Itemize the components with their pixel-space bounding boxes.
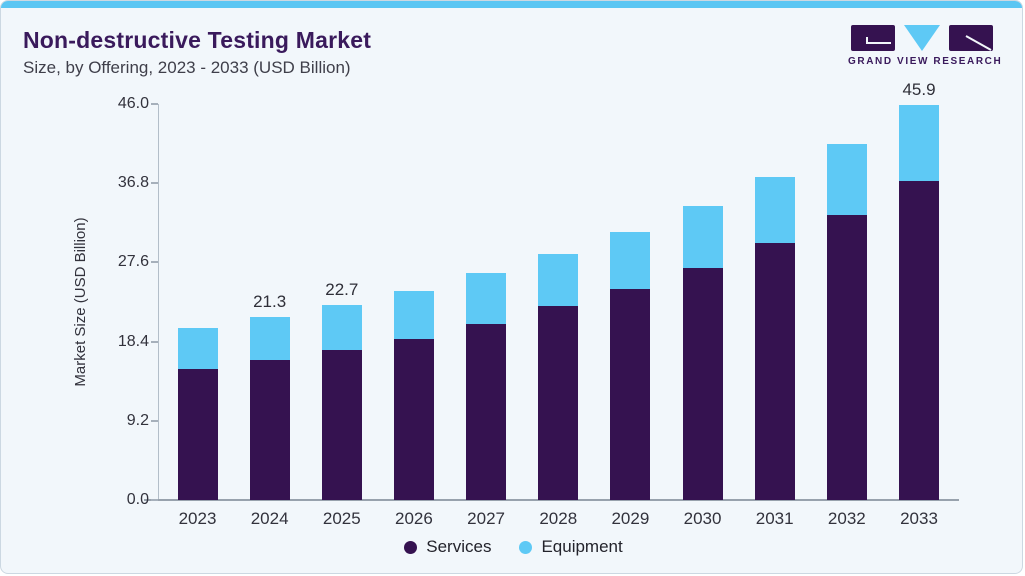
- gvr-logo-g-mark: [851, 25, 895, 51]
- y-tick: [151, 261, 158, 264]
- bar-segment-equipment: [538, 253, 579, 307]
- bar-segment-services: [177, 369, 218, 500]
- bar-segment-services: [393, 339, 434, 500]
- y-tick-label: 36.8: [117, 174, 149, 192]
- bar-segment-equipment: [610, 232, 651, 290]
- bar-segment-equipment: [321, 304, 362, 351]
- bar-segment-services: [682, 267, 723, 500]
- bar-segment-services: [538, 306, 579, 500]
- bar-segment-equipment: [177, 327, 218, 370]
- bar-total-label: 45.9: [902, 79, 936, 99]
- bar-segment-equipment: [682, 206, 723, 268]
- brand-logo: GRAND VIEW RESEARCH: [848, 23, 1003, 67]
- x-axis-line: [144, 499, 959, 501]
- x-tick-label: 2023: [178, 509, 217, 528]
- y-tick: [151, 499, 158, 501]
- legend-swatch-services: [404, 540, 418, 554]
- chart-subtitle: Size, by Offering, 2023 - 2033 (USD Bill…: [23, 58, 351, 77]
- bar-segment-services: [610, 289, 651, 500]
- bar-segment-equipment: [826, 143, 867, 216]
- x-tick-label: 2025: [322, 509, 361, 528]
- bar-segment-equipment: [899, 104, 939, 182]
- x-tick-label: 2027: [467, 509, 505, 528]
- y-tick-label: 18.4: [117, 332, 149, 350]
- bar-total-label: 22.7: [325, 279, 359, 299]
- bar-segment-services: [754, 243, 795, 500]
- y-tick: [151, 340, 158, 343]
- brand-name: GRAND VIEW RESEARCH: [848, 56, 1003, 67]
- x-tick-label: 2026: [395, 509, 433, 528]
- y-axis-title: Market Size (USD Billion): [72, 217, 89, 387]
- gvr-logo-marks: [851, 25, 993, 51]
- x-tick-label: 2028: [539, 509, 578, 528]
- y-tick-label: 46.0: [117, 95, 149, 112]
- bar-segment-services: [321, 350, 362, 500]
- bar-segment-equipment: [754, 177, 795, 244]
- bar-segment-equipment: [249, 316, 290, 360]
- legend: Services Equipment: [1, 537, 1022, 557]
- y-axis-line: [158, 104, 159, 500]
- chart-title: Non-destructive Testing Market: [23, 27, 372, 53]
- legend-label: Equipment: [541, 537, 623, 556]
- gvr-logo-r-mark: [949, 25, 993, 51]
- legend-swatch-equipment: [519, 540, 533, 554]
- top-accent-bar: [1, 1, 1022, 8]
- y-tick-label: 9.2: [126, 411, 149, 429]
- bar-segment-services: [466, 323, 507, 500]
- x-tick-label: 2024: [250, 509, 289, 528]
- y-tick: [151, 103, 158, 105]
- bar-segment-services: [899, 181, 939, 500]
- y-tick-label: 0.0: [126, 491, 149, 508]
- y-tick-label: 27.6: [117, 253, 149, 271]
- bar-segment-equipment: [466, 272, 507, 324]
- x-tick-label: 2033: [900, 509, 938, 528]
- gvr-logo-v-mark: [904, 25, 940, 51]
- y-tick: [151, 419, 158, 422]
- bar-segment-services: [826, 215, 867, 500]
- legend-label: Services: [426, 537, 492, 556]
- x-tick-label: 2029: [611, 509, 650, 528]
- bar-total-label: 21.3: [253, 291, 287, 311]
- legend-item-services: Services: [404, 537, 491, 557]
- y-tick: [151, 182, 158, 185]
- legend-item-equipment: Equipment: [519, 537, 623, 557]
- x-tick-label: 2032: [827, 509, 866, 528]
- x-tick-label: 2031: [755, 509, 794, 528]
- bar-segment-equipment: [393, 290, 434, 339]
- x-tick-label: 2030: [683, 509, 722, 528]
- bar-segment-services: [249, 359, 290, 500]
